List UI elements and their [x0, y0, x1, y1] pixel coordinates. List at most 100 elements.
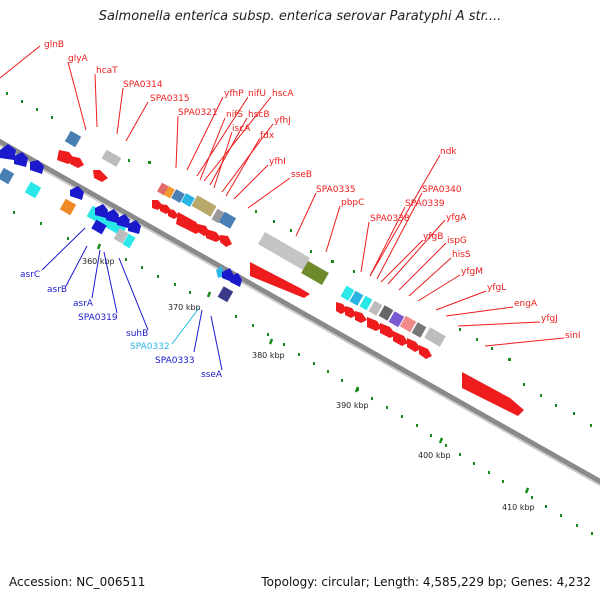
gene-label[interactable]: hscB: [248, 110, 270, 120]
gene-block: [113, 228, 129, 244]
gene-label[interactable]: sseA: [201, 370, 223, 380]
genome-backbone: [0, 138, 600, 485]
gene-label[interactable]: yfhJ: [274, 116, 291, 126]
gene-arrow: [95, 204, 108, 218]
gene-label[interactable]: yfgM: [461, 267, 483, 277]
gene-label[interactable]: ispG: [447, 236, 467, 246]
gene-label[interactable]: SPA0339: [405, 199, 445, 209]
gene-label[interactable]: yfhI: [269, 157, 286, 167]
gene-arrow: [419, 345, 432, 359]
scale-label: 380 kbp: [252, 351, 285, 360]
gene-block: [217, 286, 234, 303]
gene-block: [301, 260, 329, 286]
gene-arrow: [220, 235, 232, 247]
gene-label[interactable]: yfgA: [446, 213, 467, 223]
gene-arrow: [30, 160, 44, 174]
gene-label[interactable]: fdx: [260, 131, 275, 141]
gene-label[interactable]: SPA0333: [155, 356, 195, 366]
gene-arrow: [70, 156, 84, 168]
gene-label[interactable]: SPA0321: [178, 108, 218, 118]
gene-label[interactable]: yfhP: [224, 89, 244, 99]
gene-block: [171, 189, 185, 203]
gene-block: [91, 219, 107, 235]
inner-tick-ring: [13, 211, 593, 535]
gene-arrow: [345, 306, 357, 318]
gene-label[interactable]: SPA0338: [370, 214, 410, 224]
gene-block: [181, 193, 195, 207]
kbp-major-ticks: [96, 243, 530, 494]
gene-block: [359, 295, 373, 311]
gene-label[interactable]: SPA0340: [422, 185, 462, 195]
gene-label[interactable]: pbpC: [341, 198, 364, 208]
forward-gene-labels: glnB glyA hcaT SPA0314 SPA0315 SPA0321 y…: [44, 40, 581, 341]
gene-arrow: [168, 209, 179, 219]
forward-label-leaders: [0, 45, 565, 347]
gene-label[interactable]: asrA: [73, 299, 94, 309]
gene-block: [122, 233, 136, 249]
gene-label[interactable]: hcaT: [96, 66, 118, 76]
gene-label[interactable]: yfgB: [423, 232, 443, 242]
gene-label[interactable]: SPA0319: [78, 313, 118, 323]
scale-label: 390 kbp: [336, 401, 369, 410]
gene-label[interactable]: sinI: [565, 331, 581, 341]
scale-label: 370 kbp: [168, 303, 201, 312]
gene-block: [399, 315, 417, 333]
gene-block: [411, 322, 427, 338]
gene-label[interactable]: yfgL: [487, 283, 506, 293]
genome-title: Salmonella enterica subsp. enterica sero…: [98, 9, 502, 24]
reverse-label-leader-cyan: [171, 307, 200, 345]
gene-label[interactable]: iscA: [232, 124, 251, 134]
gene-label[interactable]: nifU: [248, 89, 266, 99]
gene-arrow: [355, 311, 367, 323]
gene-arrow: [206, 229, 222, 242]
gene-label[interactable]: suhB: [126, 329, 148, 339]
outer-tick-ring: [6, 92, 592, 427]
gene-block: [388, 311, 405, 328]
reverse-gene-labels: asrC asrB asrA SPA0319 suhB SPA0332 SPA0…: [20, 270, 223, 380]
gene-arrow: [0, 144, 16, 160]
gene-block: [368, 300, 383, 316]
gene-arrow: [117, 214, 130, 228]
gene-label[interactable]: asrC: [20, 270, 40, 280]
gene-arrow: [230, 273, 242, 287]
gene-arrow: [407, 338, 421, 352]
gene-label[interactable]: glyA: [68, 54, 89, 64]
gene-block: [191, 195, 217, 217]
gene-label[interactable]: sseB: [291, 170, 312, 180]
gene-block: [0, 167, 15, 185]
gene-arrow: [336, 302, 347, 314]
gene-arrow: [462, 372, 524, 416]
gene-block: [163, 186, 175, 199]
gene-arrow: [128, 220, 141, 234]
gene-label[interactable]: yfgJ: [541, 314, 558, 324]
gene-label[interactable]: nifS: [226, 110, 243, 120]
gene-label[interactable]: SPA0314: [123, 80, 163, 90]
gene-block: [349, 290, 364, 306]
gene-label[interactable]: SPA0315: [150, 94, 190, 104]
gene-arrow: [176, 212, 202, 234]
accession-text: Accession: NC_006511: [9, 575, 146, 589]
scale-label: 400 kbp: [418, 451, 451, 460]
genome-summary-text: Topology: circular; Length: 4,585,229 bp…: [261, 575, 591, 589]
gene-block: [378, 305, 394, 321]
gene-label[interactable]: asrB: [47, 285, 67, 295]
gene-arrow: [380, 323, 396, 338]
gene-label[interactable]: hscA: [272, 89, 294, 99]
gene-label[interactable]: ndk: [440, 147, 457, 157]
gene-label[interactable]: glnB: [44, 40, 64, 50]
reverse-label-leaders: [41, 227, 223, 371]
gene-label[interactable]: SPA0332: [130, 342, 170, 352]
gene-arrow: [14, 152, 28, 167]
gene-label[interactable]: engA: [514, 299, 538, 309]
gene-arrow: [367, 317, 382, 331]
gene-label[interactable]: hisS: [452, 250, 471, 260]
reverse-strand-features: [0, 144, 242, 303]
gene-arrow: [250, 262, 310, 298]
gene-arrow: [106, 209, 119, 223]
gene-block: [59, 198, 77, 216]
gene-label[interactable]: SPA0335: [316, 185, 356, 195]
gene-block: [340, 285, 355, 301]
gene-block: [218, 211, 237, 229]
gene-block: [211, 208, 225, 224]
